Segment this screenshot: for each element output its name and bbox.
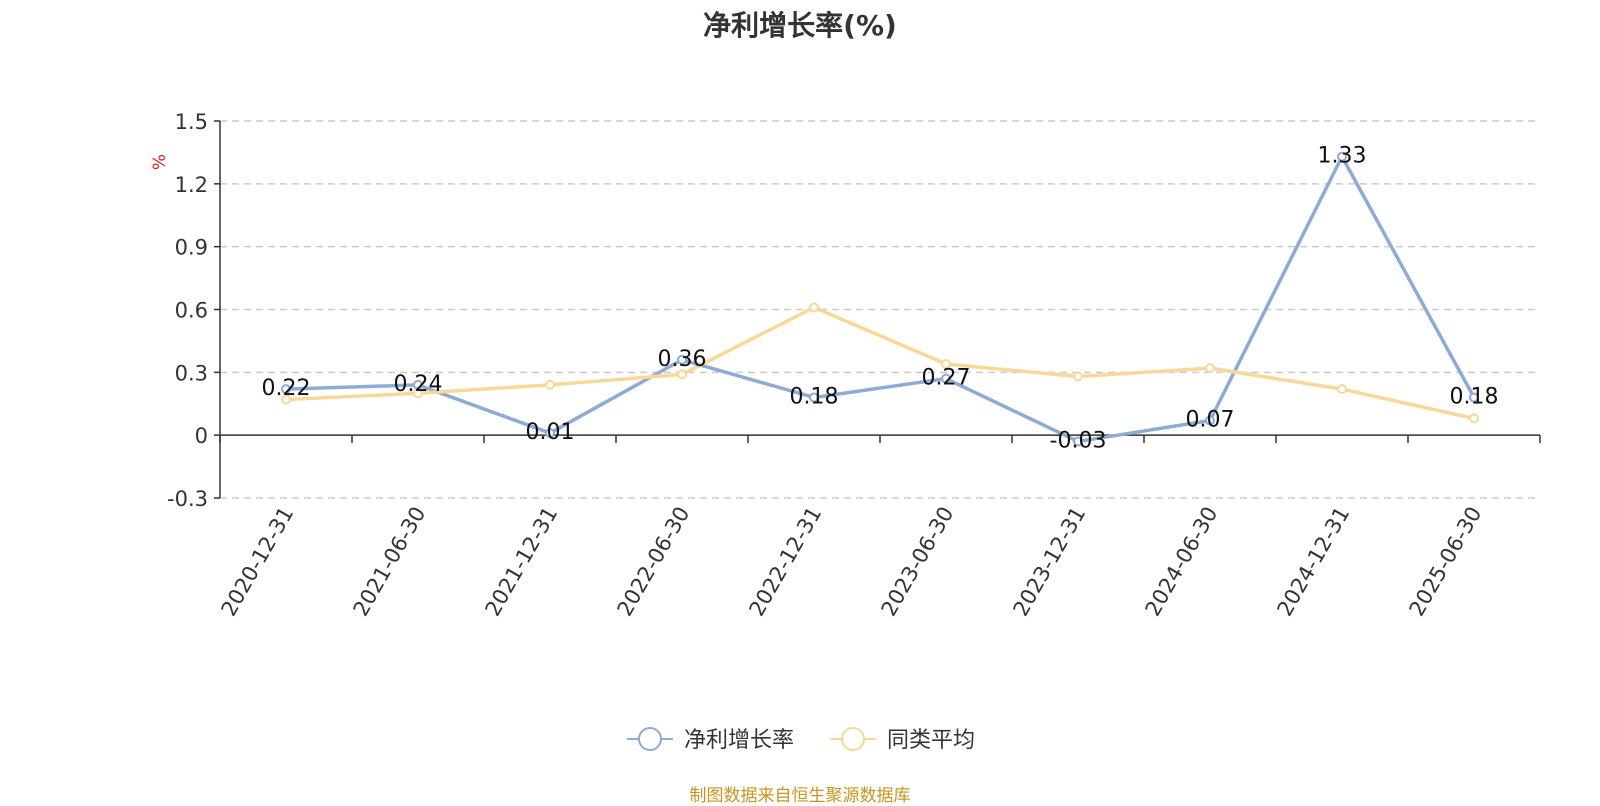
- data-point: [281, 384, 291, 395]
- x-tick-label: 2020-12-31: [217, 503, 299, 621]
- data-point: [1073, 371, 1083, 382]
- x-tick-label: 2021-12-31: [481, 503, 563, 621]
- data-point: [545, 428, 555, 439]
- x-tick-label: 2022-06-30: [613, 503, 695, 621]
- series-line-peer-average: [285, 305, 1475, 421]
- data-point: [809, 302, 819, 313]
- data-point: [941, 358, 951, 369]
- data-label: 1.33: [1318, 144, 1367, 169]
- data-point: [677, 369, 687, 380]
- data-label: -0.03: [1050, 428, 1107, 453]
- x-tick-label: 2025-06-30: [1405, 503, 1487, 621]
- data-point: [413, 388, 423, 399]
- legend: 净利增长率 同类平均: [627, 727, 975, 753]
- data-label: 0.18: [1450, 384, 1499, 409]
- data-label: 0.36: [658, 347, 707, 372]
- data-point: [1469, 413, 1479, 424]
- data-point: [809, 392, 819, 403]
- data-label: 0.01: [526, 420, 575, 445]
- data-point: [1337, 151, 1347, 162]
- grid-lines: [220, 120, 1540, 499]
- y-tick-label: 0.9: [175, 236, 208, 260]
- y-tick-label: 0.3: [175, 361, 208, 385]
- data-point: [1337, 384, 1347, 395]
- line-chart: 1.5 1.2 0.9 0.6 0.3 0 -0.3% 2020-12-31 2021-06-3…: [150, 110, 1541, 753]
- y-tick-label: 0: [195, 424, 208, 448]
- data-point: [1205, 363, 1215, 374]
- y-tick-label: 0.6: [175, 299, 208, 323]
- data-point: [1205, 415, 1215, 426]
- x-tick-label: 2021-06-30: [349, 503, 431, 621]
- data-label: 0.27: [922, 366, 971, 391]
- legend-marker: [638, 727, 662, 751]
- chart-title: 净利增长率(%): [703, 9, 897, 42]
- data-label: 0.22: [262, 376, 311, 401]
- data-point: [1469, 392, 1479, 403]
- source-note: 制图数据来自恒生聚源数据库: [689, 786, 911, 806]
- y-axis-label: %: [150, 154, 170, 170]
- x-tick-label: 2024-12-31: [1273, 503, 1355, 621]
- y-tick-label: -0.3: [167, 487, 208, 511]
- data-label: 0.07: [1186, 408, 1235, 433]
- data-point: [677, 354, 687, 365]
- data-point: [941, 373, 951, 384]
- data-point: [1073, 436, 1083, 447]
- data-point: [545, 379, 555, 390]
- axes: 1.5 1.2 0.9 0.6 0.3 0 -0.3% 2020-12-31 2021-06-3…: [150, 110, 1541, 621]
- series-lines: [281, 151, 1479, 447]
- x-tick-label: 2022-12-31: [745, 503, 827, 621]
- y-tick-label: 1.5: [175, 110, 208, 134]
- data-point: [281, 394, 291, 405]
- legend-label: 同类平均: [887, 728, 975, 753]
- legend-label: 净利增长率: [684, 728, 794, 753]
- data-labels: 0.22 0.24 0.01 0.36 0.18 0.27 -0.03 0.07 1.33 0.1…: [262, 144, 1499, 454]
- data-label: 0.24: [394, 372, 443, 397]
- x-tick-label: 2024-06-30: [1141, 503, 1223, 621]
- series-line-net-profit-growth: [285, 154, 1476, 444]
- x-tick-label: 2023-06-30: [877, 503, 959, 621]
- y-tick-label: 1.2: [175, 173, 208, 197]
- legend-marker: [841, 727, 865, 751]
- data-label: 0.18: [790, 384, 839, 409]
- x-tick-label: 2023-12-31: [1009, 503, 1091, 621]
